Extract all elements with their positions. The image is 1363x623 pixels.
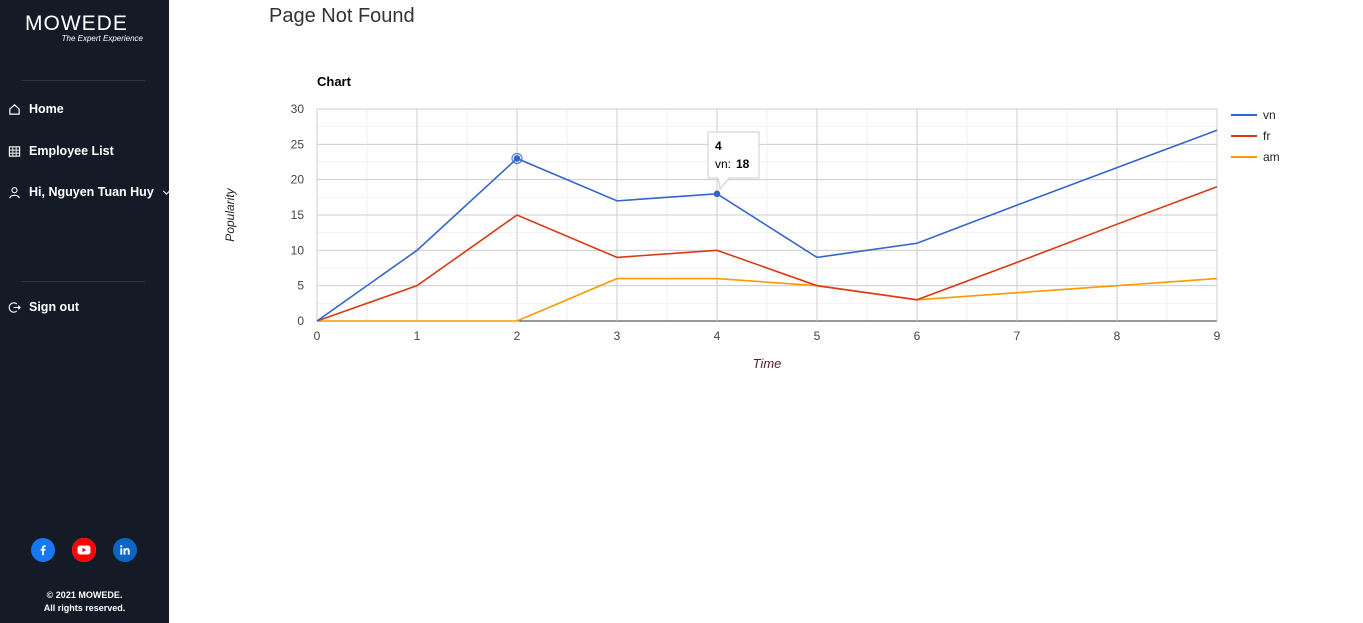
x-tick-label: 8 <box>1114 329 1121 343</box>
y-tick-label: 5 <box>297 279 304 293</box>
line-chart: 0 5 10 15 20 25 30 0 1 2 3 4 5 6 7 8 9 Chart Time Popularit… <box>223 74 1280 371</box>
legend-label-fr: fr <box>1263 129 1270 143</box>
page-title: Page Not Found <box>269 5 415 27</box>
y-tick-label: 25 <box>291 137 305 151</box>
series-line-fr <box>316 185 1218 322</box>
home-icon <box>9 103 20 115</box>
y-axis-label: Popularity <box>223 187 237 241</box>
sidebar-item-sign-out[interactable]: Sign out <box>8 300 79 314</box>
sidebar-item-label: Home <box>29 102 64 116</box>
sidebar-footer: © 2021 MOWEDE. All rights reserved. <box>0 589 169 615</box>
y-tick-label: 30 <box>291 102 305 116</box>
x-tick-label: 5 <box>814 329 821 343</box>
linkedin-icon[interactable] <box>113 538 137 562</box>
series-line-am <box>317 277 1218 322</box>
series-line-vn <box>316 129 1218 322</box>
x-tick-label: 9 <box>1214 329 1221 343</box>
x-tick-label: 7 <box>1014 329 1021 343</box>
x-tick-label: 6 <box>914 329 921 343</box>
brand-logo[interactable]: MOWEDE The Expert Experience <box>25 12 145 43</box>
data-point-ring <box>511 152 523 165</box>
sidebar-item-employee-list[interactable]: Employee List <box>8 144 114 158</box>
social-links <box>31 538 137 562</box>
signout-icon <box>8 301 21 313</box>
sidebar-item-user-menu[interactable]: Hi, Nguyen Tuan Huy <box>8 185 171 199</box>
sidebar-item-label: Hi, Nguyen Tuan Huy <box>29 185 154 199</box>
facebook-icon[interactable] <box>31 538 55 562</box>
chart-title: Chart <box>317 74 352 89</box>
data-point <box>513 155 521 162</box>
tooltip-series: vn: <box>715 157 731 171</box>
tooltip-x: 4 <box>715 139 722 153</box>
sidebar: MOWEDE The Expert Experience Home Employ… <box>0 0 171 623</box>
brand-name: MOWEDE <box>25 12 128 35</box>
x-axis-label: Time <box>753 356 782 371</box>
sidebar-item-label: Sign out <box>29 300 79 314</box>
rights-text: All rights reserved. <box>43 603 126 613</box>
tooltip-value: 18 <box>736 157 750 171</box>
y-tick-label: 0 <box>297 314 304 328</box>
x-tick-label: 0 <box>314 329 321 343</box>
x-tick-label: 4 <box>714 329 721 343</box>
sidebar-divider <box>21 281 145 282</box>
x-tick-label: 2 <box>514 329 521 343</box>
copyright-text: © 2021 MOWEDE. <box>46 590 123 600</box>
y-tick-label: 15 <box>291 208 305 222</box>
sidebar-divider <box>21 80 145 81</box>
user-icon <box>9 186 20 198</box>
x-tick-label: 1 <box>414 329 421 343</box>
brand-tagline: The Expert Experience <box>61 34 143 43</box>
y-tick-label: 20 <box>291 173 305 187</box>
grid-icon <box>8 145 21 157</box>
y-tick-label: 10 <box>291 243 305 257</box>
chevron-down-icon <box>162 190 170 195</box>
data-point <box>713 190 721 198</box>
tooltip-box <box>707 131 760 191</box>
sidebar-item-home[interactable]: Home <box>8 102 64 116</box>
sidebar-item-label: Employee List <box>29 144 114 158</box>
legend-label-vn: vn <box>1263 108 1276 122</box>
legend-label-am: am <box>1263 150 1280 164</box>
x-tick-label: 3 <box>614 329 621 343</box>
youtube-icon[interactable] <box>72 538 96 562</box>
